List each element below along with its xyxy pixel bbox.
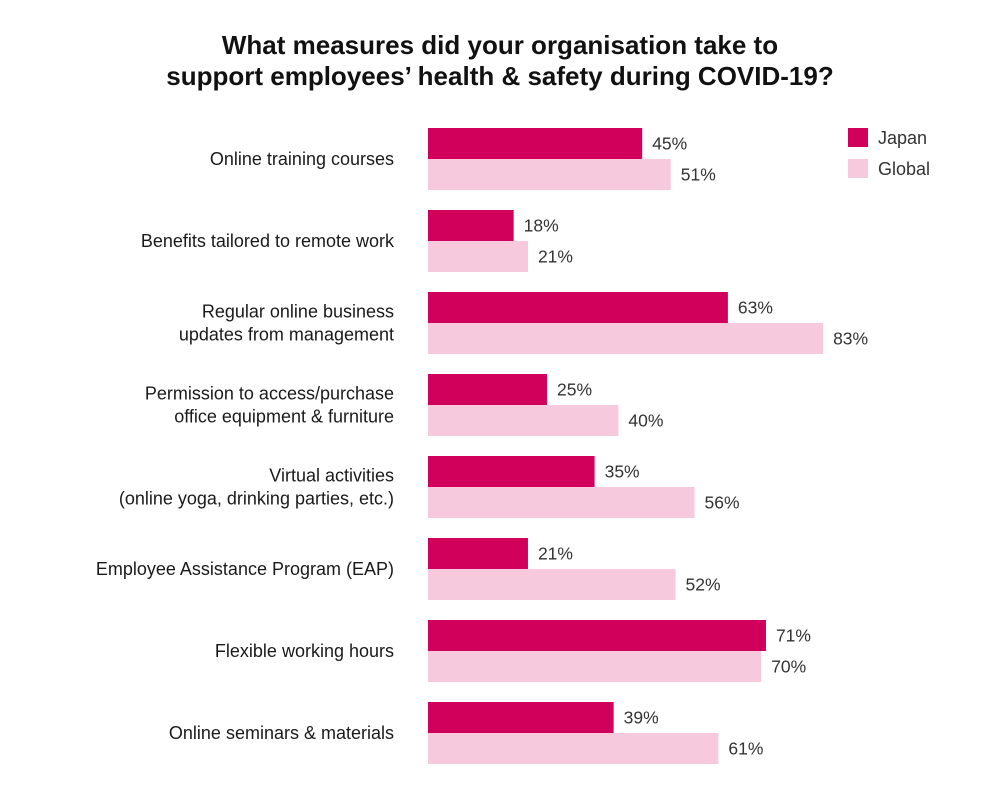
bars — [428, 128, 824, 764]
bar-global-6 — [428, 569, 676, 600]
bar-japan-3 — [428, 292, 728, 323]
bar-global-4 — [428, 405, 619, 436]
value-label-japan: 63% — [738, 298, 773, 318]
bar-global-3 — [428, 323, 824, 354]
bar-global-1 — [428, 159, 671, 190]
value-label-global: 40% — [628, 411, 663, 431]
bar-japan-2 — [428, 210, 514, 241]
bar-japan-7 — [428, 620, 766, 651]
value-label-global: 61% — [728, 739, 763, 759]
legend-swatch-global — [848, 159, 868, 178]
bar-global-8 — [428, 733, 719, 764]
value-label-japan: 45% — [652, 134, 687, 154]
bar-global-7 — [428, 651, 762, 682]
value-label-global: 52% — [686, 575, 721, 595]
bar-japan-8 — [428, 702, 614, 733]
category-label: Permission to access/purchase — [145, 384, 394, 404]
bar-japan-5 — [428, 456, 595, 487]
category-labels: Online training courses Benefits tailored… — [96, 149, 395, 743]
value-label-japan: 71% — [776, 626, 811, 646]
chart-title-line-2: support employees’ health & safety durin… — [166, 61, 833, 91]
bar-japan-6 — [428, 538, 528, 569]
category-label: Online training courses — [210, 149, 394, 169]
category-label: updates from management — [179, 325, 394, 345]
value-label-japan: 18% — [524, 216, 559, 236]
value-labels: 45% 51% 18% 21% 63% 83% 25% 40% 35% 56% 21% 52% 71% 7… — [524, 134, 868, 759]
category-label: Regular online business — [202, 302, 394, 322]
category-label: Flexible working hours — [215, 641, 394, 661]
category-label: Benefits tailored to remote work — [141, 231, 395, 251]
value-label-global: 51% — [681, 165, 716, 185]
value-label-global: 21% — [538, 247, 573, 267]
bar-japan-4 — [428, 374, 547, 405]
legend: Japan Global — [848, 128, 930, 179]
category-label: Online seminars & materials — [169, 723, 394, 743]
legend-swatch-japan — [848, 128, 868, 147]
value-label-japan: 39% — [624, 708, 659, 728]
chart-title: What measures did your organisation take… — [166, 30, 833, 91]
category-label: office equipment & furniture — [174, 407, 394, 427]
legend-label-japan: Japan — [878, 128, 927, 148]
bar-global-2 — [428, 241, 528, 272]
value-label-japan: 35% — [605, 462, 640, 482]
value-label-global: 70% — [771, 657, 806, 677]
value-label-japan: 25% — [557, 380, 592, 400]
legend-label-global: Global — [878, 159, 930, 179]
value-label-global: 56% — [705, 493, 740, 513]
value-label-japan: 21% — [538, 544, 573, 564]
category-label: Virtual activities — [269, 466, 394, 486]
bar-japan-1 — [428, 128, 643, 159]
bar-global-5 — [428, 487, 695, 518]
category-label: (online yoga, drinking parties, etc.) — [119, 489, 394, 509]
category-label: Employee Assistance Program (EAP) — [96, 559, 394, 579]
chart-title-line-1: What measures did your organisation take… — [222, 30, 778, 60]
value-label-global: 83% — [833, 329, 868, 349]
